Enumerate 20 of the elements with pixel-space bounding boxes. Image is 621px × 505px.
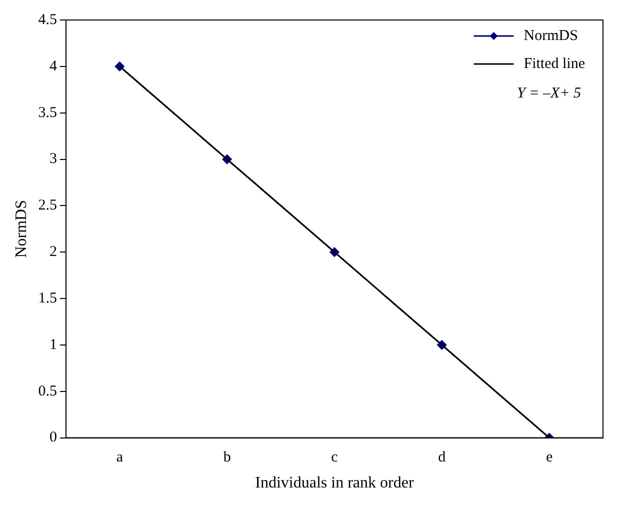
y-axis-title: NormDS bbox=[12, 200, 30, 258]
x-tick-label: c bbox=[331, 450, 338, 466]
legend-label: Fitted line bbox=[524, 56, 586, 72]
y-tick-label: 4 bbox=[49, 58, 58, 74]
x-tick-label: d bbox=[438, 450, 446, 466]
y-tick-label: 0.5 bbox=[38, 383, 57, 400]
y-tick-label: 1 bbox=[49, 336, 57, 353]
y-tick-label: 4.5 bbox=[38, 12, 57, 28]
legend-label: NormDS bbox=[524, 28, 578, 44]
y-tick-label: 3.5 bbox=[38, 104, 57, 121]
y-tick-label: 0 bbox=[49, 430, 57, 446]
x-tick-label: b bbox=[223, 450, 231, 466]
x-axis-title: Individuals in rank order bbox=[255, 474, 414, 492]
x-tick-label: a bbox=[116, 450, 124, 466]
annotation: Y = –X+ 5 bbox=[517, 85, 582, 102]
y-tick-label: 3 bbox=[49, 151, 57, 168]
y-tick-label: 2.5 bbox=[38, 198, 57, 214]
y-tick-label: 1.5 bbox=[38, 290, 57, 306]
x-tick-label: e bbox=[546, 450, 553, 466]
y-tick-label: 2 bbox=[49, 244, 57, 260]
